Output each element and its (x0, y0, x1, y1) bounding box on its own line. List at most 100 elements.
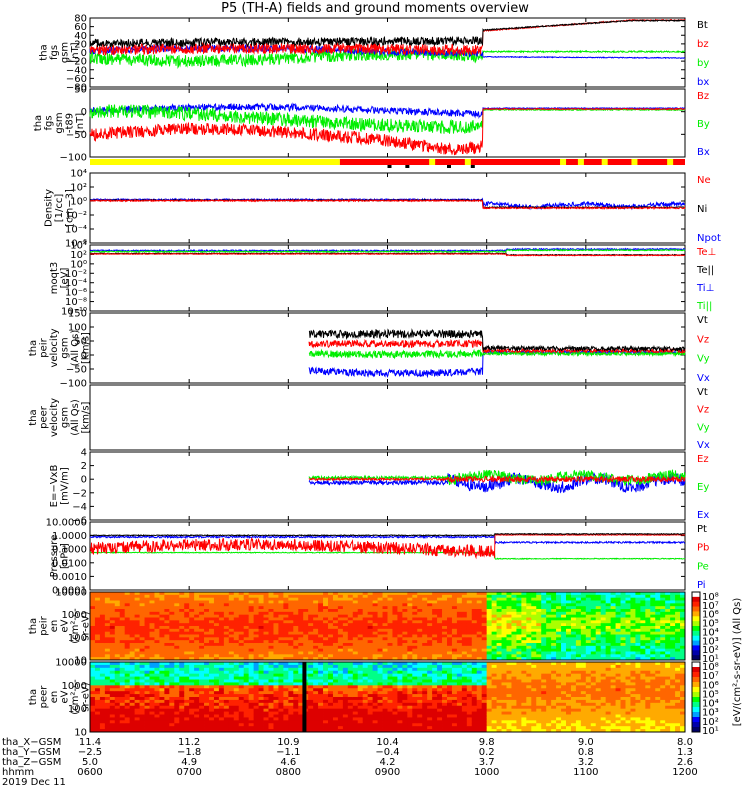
heat-cell (263, 654, 269, 658)
heat-cell (303, 617, 309, 621)
heat-cell (114, 705, 121, 710)
heat-cell (476, 657, 483, 661)
heat-cell (645, 628, 651, 633)
heat-cell (134, 714, 140, 718)
heat-cell (352, 691, 359, 695)
heat-cell (640, 648, 646, 652)
heat-cell (526, 628, 532, 633)
heat-cell (461, 657, 468, 661)
heat-cell (407, 682, 413, 686)
heat-cell (680, 623, 686, 627)
heat-cell (486, 648, 493, 652)
heat-cell (129, 648, 136, 652)
heat-cell (680, 594, 686, 599)
heat-cell (501, 620, 507, 624)
heat-cell (392, 723, 398, 727)
heat-cell (328, 702, 334, 707)
heat-cell (605, 594, 612, 599)
heat-cell (605, 626, 612, 630)
heat-cell (184, 640, 190, 644)
peir_eflux-ylabel-line: eV (59, 619, 70, 632)
heat-cell (397, 609, 403, 613)
heat-cell (461, 597, 468, 601)
heat-cell (352, 708, 359, 712)
heat-cell (412, 606, 418, 610)
heat-cell (263, 667, 269, 672)
heat-cell (362, 723, 369, 727)
heat-cell (298, 654, 304, 658)
heat-cell (585, 645, 592, 650)
heat-cell (471, 597, 478, 601)
heat-cell (293, 600, 299, 604)
heat-cell (104, 662, 111, 666)
heat-cell (159, 623, 165, 627)
heat-cell (139, 662, 145, 666)
heat-cell (387, 697, 393, 701)
heat-cell (675, 654, 681, 658)
heat-cell (332, 614, 339, 618)
heat-cell (233, 609, 240, 613)
heat-cell (615, 620, 621, 624)
heat-cell (194, 708, 200, 712)
heat-cell (362, 617, 369, 621)
heat-cell (263, 651, 269, 655)
heat-cell (184, 673, 190, 677)
heat-cell (461, 609, 468, 613)
heat-cell (159, 634, 165, 638)
heat-cell (109, 699, 116, 704)
heat-cell (580, 634, 587, 638)
heat-cell (194, 592, 200, 596)
heat-cell (129, 606, 136, 610)
heat-cell (541, 623, 547, 627)
heat-cell (536, 640, 542, 644)
heat-cell (263, 717, 269, 721)
heat-cell (298, 679, 304, 683)
heat-cell (412, 682, 418, 686)
heat-cell (124, 617, 131, 621)
heat-cell (630, 648, 636, 652)
heat-cell (387, 670, 393, 675)
heat-cell (323, 603, 329, 607)
heat-cell (461, 614, 468, 618)
heat-cell (144, 691, 150, 695)
heat-cell (313, 623, 319, 627)
heat-cell (580, 611, 587, 616)
heat-cell (422, 611, 428, 616)
heat-cell (313, 603, 319, 607)
heat-cell (273, 654, 279, 658)
heat-cell (372, 631, 378, 635)
heat-cell (412, 673, 418, 677)
heat-cell (199, 634, 205, 638)
heat-cell (288, 723, 294, 727)
heat-cell (318, 634, 324, 638)
heat-cell (357, 620, 364, 624)
heat-cell (199, 651, 205, 655)
heat-cell (546, 651, 552, 655)
heat-cell (144, 688, 150, 692)
heat-cell (342, 662, 349, 666)
heat-cell (332, 664, 339, 669)
heat-cell (104, 729, 111, 733)
heat-cell (194, 694, 200, 698)
heat-cell (233, 685, 240, 689)
heat-cell (109, 705, 116, 710)
heat-cell (134, 620, 140, 624)
heat-cell (149, 726, 155, 730)
heat-cell (551, 631, 557, 635)
heat-cell (94, 623, 101, 627)
heat-cell (194, 697, 200, 701)
heat-cell (610, 628, 616, 633)
heat-cell (665, 643, 671, 647)
heat-cell (556, 623, 562, 627)
y-tick-label: 100 (68, 633, 87, 644)
heat-cell (159, 685, 165, 689)
heat-cell (199, 729, 205, 733)
heat-cell (253, 705, 259, 710)
heat-cell (134, 699, 140, 704)
heat-cell (595, 631, 602, 635)
heat-cell (476, 609, 483, 613)
heat-cell (417, 705, 423, 710)
heat-cell (164, 657, 170, 661)
heat-cell (213, 600, 220, 604)
heat-cell (174, 720, 180, 724)
